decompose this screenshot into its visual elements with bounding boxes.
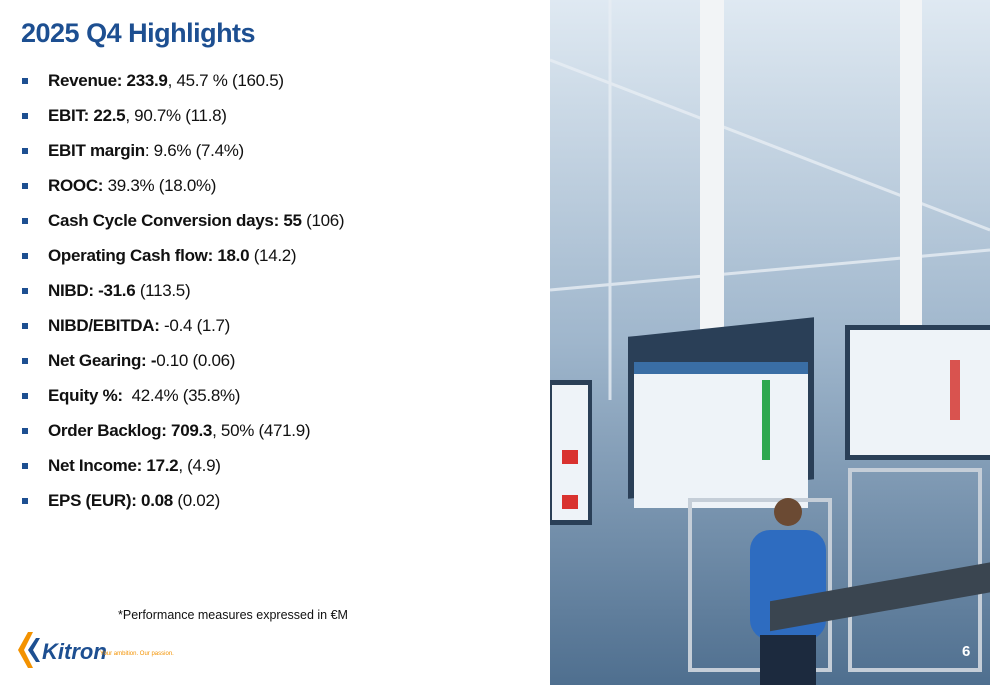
bullet: Order Backlog: 709.3, 50% (471.9) — [22, 416, 344, 451]
bullet-text: , (4.9) — [178, 456, 221, 475]
bullet-label: Net Income: 17.2 — [48, 456, 179, 475]
highlights-list: Revenue: 233.9, 45.7 % (160.5) EBIT: 22.5… — [22, 66, 345, 521]
footnote: *Performance measures expressed in €M — [118, 608, 348, 622]
bullet-label: Order Backlog: 709.3 — [48, 421, 213, 440]
bullet: Net Gearing: -0.10 (0.06) — [22, 346, 344, 381]
bullet-label: Cash Cycle Conversion days: 55 — [48, 211, 302, 230]
bullet: Operating Cash flow: 18.0 (14.2) — [22, 241, 344, 276]
factory-photo — [550, 0, 990, 685]
bullet: NIBD: -31.6 (113.5) — [22, 276, 344, 311]
logo-mark — [18, 632, 33, 668]
logo: Kitron Your ambition. Our passion. — [18, 632, 174, 668]
bullet-label: NIBD: -31.6 — [48, 281, 136, 300]
bullet-text: , 90.7% (11.8) — [125, 106, 227, 125]
bullet-label: Net Gearing: - — [48, 351, 157, 370]
bullet: Revenue: 233.9, 45.7 % (160.5) — [22, 66, 344, 101]
bullet-text: , 50% (471.9) — [212, 421, 311, 440]
logo-name: Kitron — [42, 639, 107, 664]
bullet-text: 42.4% (35.8%) — [122, 386, 241, 405]
bullet-label: ROOC: — [48, 176, 104, 195]
bullet-text: : 9.6% (7.4%) — [144, 141, 244, 160]
logo-mark — [28, 638, 40, 662]
bullet-label: EBIT: 22.5 — [48, 106, 126, 125]
bullet-text: 39.3% (18.0%) — [103, 176, 217, 195]
bullet-label: Operating Cash flow: 18.0 — [48, 246, 250, 265]
slide-title: 2025 Q4 Highlights — [21, 18, 256, 48]
bullet: Net Income: 17.2, (4.9) — [22, 451, 344, 486]
bullet-text: -0.4 (1.7) — [159, 316, 231, 335]
bullet-label: EPS (EUR): 0.08 — [48, 491, 173, 510]
bullet: EBIT margin: 9.6% (7.4%) — [22, 136, 344, 171]
bullet-text: (0.02) — [172, 491, 220, 510]
bullet: EBIT: 22.5, 90.7% (11.8) — [22, 101, 344, 136]
bullet-label: Revenue: 233.9 — [48, 71, 168, 90]
bullet-label: NIBD/EBITDA: — [48, 316, 160, 335]
bullet-text: (106) — [301, 211, 345, 230]
bullet-text: , 45.7 % (160.5) — [167, 71, 284, 90]
bullet: NIBD/EBITDA: -0.4 (1.7) — [22, 311, 344, 346]
bullet-label: EBIT margin — [48, 141, 145, 160]
logo-tagline: Your ambition. Our passion. — [100, 651, 174, 657]
bullet: EPS (EUR): 0.08 (0.02) — [22, 486, 344, 521]
page-number: 6 — [962, 643, 971, 660]
bullet-label: Equity %: — [48, 386, 123, 405]
bullet-text: 0.10 (0.06) — [156, 351, 236, 370]
bullet-text: (113.5) — [135, 281, 191, 300]
bullet: Cash Cycle Conversion days: 55 (106) — [22, 206, 345, 241]
bullet: Equity %: 42.4% (35.8%) — [22, 381, 344, 416]
bullet: ROOC: 39.3% (18.0%) — [22, 171, 344, 206]
bullet-text: (14.2) — [249, 246, 297, 265]
